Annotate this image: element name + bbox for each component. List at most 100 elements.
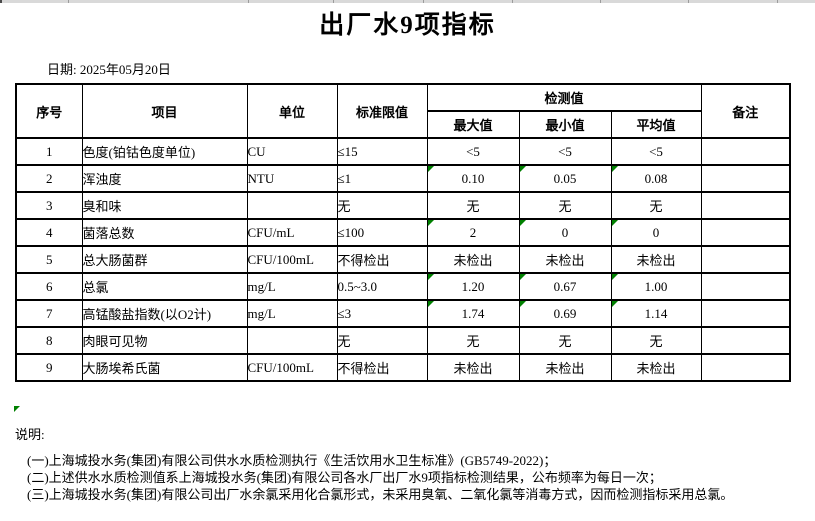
cell-min: <5: [518, 137, 612, 166]
cell-unit: NTU: [246, 164, 338, 193]
cell-limit: 不得检出: [336, 353, 428, 382]
cell-limit: 0.5~3.0: [336, 272, 428, 301]
header-unit: 单位: [246, 83, 338, 139]
error-indicator-triangle: [612, 167, 618, 172]
error-indicator-triangle: [428, 275, 434, 280]
column-tick: [777, 0, 778, 3]
error-indicator-triangle: [520, 221, 526, 226]
cell-max: 未检出: [426, 353, 520, 382]
cell-item: 总氯: [81, 272, 248, 301]
column-tick: [688, 0, 689, 3]
cell-max: 1.20: [426, 272, 520, 301]
note-line: (二)上述供水水质检测值系上海城投水务(集团)有限公司各水厂出厂水9项指标检测结…: [27, 470, 662, 485]
error-indicator-triangle: [520, 275, 526, 280]
cell-seq: 9: [15, 353, 83, 382]
column-tick: [600, 0, 601, 3]
header-avg: 平均值: [610, 110, 702, 139]
error-indicator-triangle: [428, 302, 434, 307]
cell-limit: 无: [336, 326, 428, 355]
cell-seq: 5: [15, 245, 83, 274]
cell-remark: [700, 191, 791, 220]
cell-item: 大肠埃希氏菌: [81, 353, 248, 382]
cell-item: 肉眼可见物: [81, 326, 248, 355]
cell-min: 未检出: [518, 245, 612, 274]
cell-limit: ≤15: [336, 137, 428, 166]
cell-max: 2: [426, 218, 520, 247]
cell-max: 未检出: [426, 245, 520, 274]
cell-remark: [700, 272, 791, 301]
cell-item: 菌落总数: [81, 218, 248, 247]
notes-label: 说明:: [15, 427, 45, 442]
error-indicator-triangle: [428, 221, 434, 226]
cell-min: 无: [518, 326, 612, 355]
error-indicator-triangle: [612, 221, 618, 226]
cell-item: 总大肠菌群: [81, 245, 248, 274]
column-tick: [248, 0, 249, 3]
cell-unit: CFU/mL: [246, 218, 338, 247]
cell-seq: 4: [15, 218, 83, 247]
error-indicator-triangle: [428, 167, 434, 172]
cell-seq: 1: [15, 137, 83, 166]
spreadsheet-column-strip: [0, 0, 815, 3]
error-indicator-triangle: [14, 406, 20, 412]
error-indicator-triangle: [520, 302, 526, 307]
header-remark: 备注: [700, 83, 791, 139]
cell-avg: <5: [610, 137, 702, 166]
table-row: 2 浑浊度 NTU ≤1 0.10 0.05 0.08: [15, 164, 791, 193]
cell-remark: [700, 326, 791, 355]
error-indicator-triangle: [520, 167, 526, 172]
cell-max: <5: [426, 137, 520, 166]
column-tick: [68, 0, 69, 3]
cell-unit: CFU/100mL: [246, 245, 338, 274]
cell-avg: 1.00: [610, 272, 702, 301]
cell-min: 未检出: [518, 353, 612, 382]
table-row: 6 总氯 mg/L 0.5~3.0 1.20 0.67 1.00: [15, 272, 791, 301]
cell-avg: 无: [610, 191, 702, 220]
column-tick: [423, 0, 424, 3]
cell-unit: [246, 326, 338, 355]
cell-item: 高锰酸盐指数(以O2计): [81, 299, 248, 328]
cell-limit: ≤100: [336, 218, 428, 247]
water-quality-table: 序号 项目 单位 标准限值 检测值 备注 最大值 最小值 平均值 1 色度(铂钴…: [15, 83, 792, 382]
table-row: 8 肉眼可见物 无 无 无 无: [15, 326, 791, 355]
cell-unit: mg/L: [246, 272, 338, 301]
header-min: 最小值: [518, 110, 612, 139]
cell-max: 无: [426, 326, 520, 355]
notes-list: (一)上海城投水务(集团)有限公司供水水质检测执行《生活饮用水卫生标准》(GB5…: [27, 452, 733, 503]
cell-item: 色度(铂钴色度单位): [81, 137, 248, 166]
cell-min: 0.69: [518, 299, 612, 328]
cell-limit: ≤3: [336, 299, 428, 328]
cell-limit: 无: [336, 191, 428, 220]
column-tick: [333, 0, 334, 3]
cell-seq: 6: [15, 272, 83, 301]
error-indicator-triangle: [612, 302, 618, 307]
table-row: 1 色度(铂钴色度单位) CU ≤15 <5 <5 <5: [15, 137, 791, 166]
table-row: 5 总大肠菌群 CFU/100mL 不得检出 未检出 未检出 未检出: [15, 245, 791, 274]
cell-unit: [246, 191, 338, 220]
cell-min: 0.05: [518, 164, 612, 193]
cell-max: 0.10: [426, 164, 520, 193]
header-detection: 检测值: [426, 83, 702, 112]
cell-avg: 0.08: [610, 164, 702, 193]
cell-limit: ≤1: [336, 164, 428, 193]
header-item: 项目: [81, 83, 248, 139]
cell-avg: 1.14: [610, 299, 702, 328]
table-row: 3 臭和味 无 无 无 无: [15, 191, 791, 220]
cell-max: 无: [426, 191, 520, 220]
cell-seq: 7: [15, 299, 83, 328]
cell-min: 0.67: [518, 272, 612, 301]
table-row: 9 大肠埃希氏菌 CFU/100mL 不得检出 未检出 未检出 未检出: [15, 353, 791, 382]
header-row-sub: 最大值 最小值 平均值: [16, 110, 790, 139]
cell-unit: mg/L: [246, 299, 338, 328]
note-line: (一)上海城投水务(集团)有限公司供水水质检测执行《生活饮用水卫生标准》(GB5…: [27, 453, 557, 468]
cell-max: 1.74: [426, 299, 520, 328]
cell-unit: CFU/100mL: [246, 353, 338, 382]
column-tick: [0, 0, 2, 3]
cell-min: 无: [518, 191, 612, 220]
cell-remark: [700, 245, 791, 274]
cell-avg: 无: [610, 326, 702, 355]
error-indicator-triangle: [612, 275, 618, 280]
cell-seq: 2: [15, 164, 83, 193]
cell-seq: 3: [15, 191, 83, 220]
header-limit: 标准限值: [336, 83, 428, 139]
